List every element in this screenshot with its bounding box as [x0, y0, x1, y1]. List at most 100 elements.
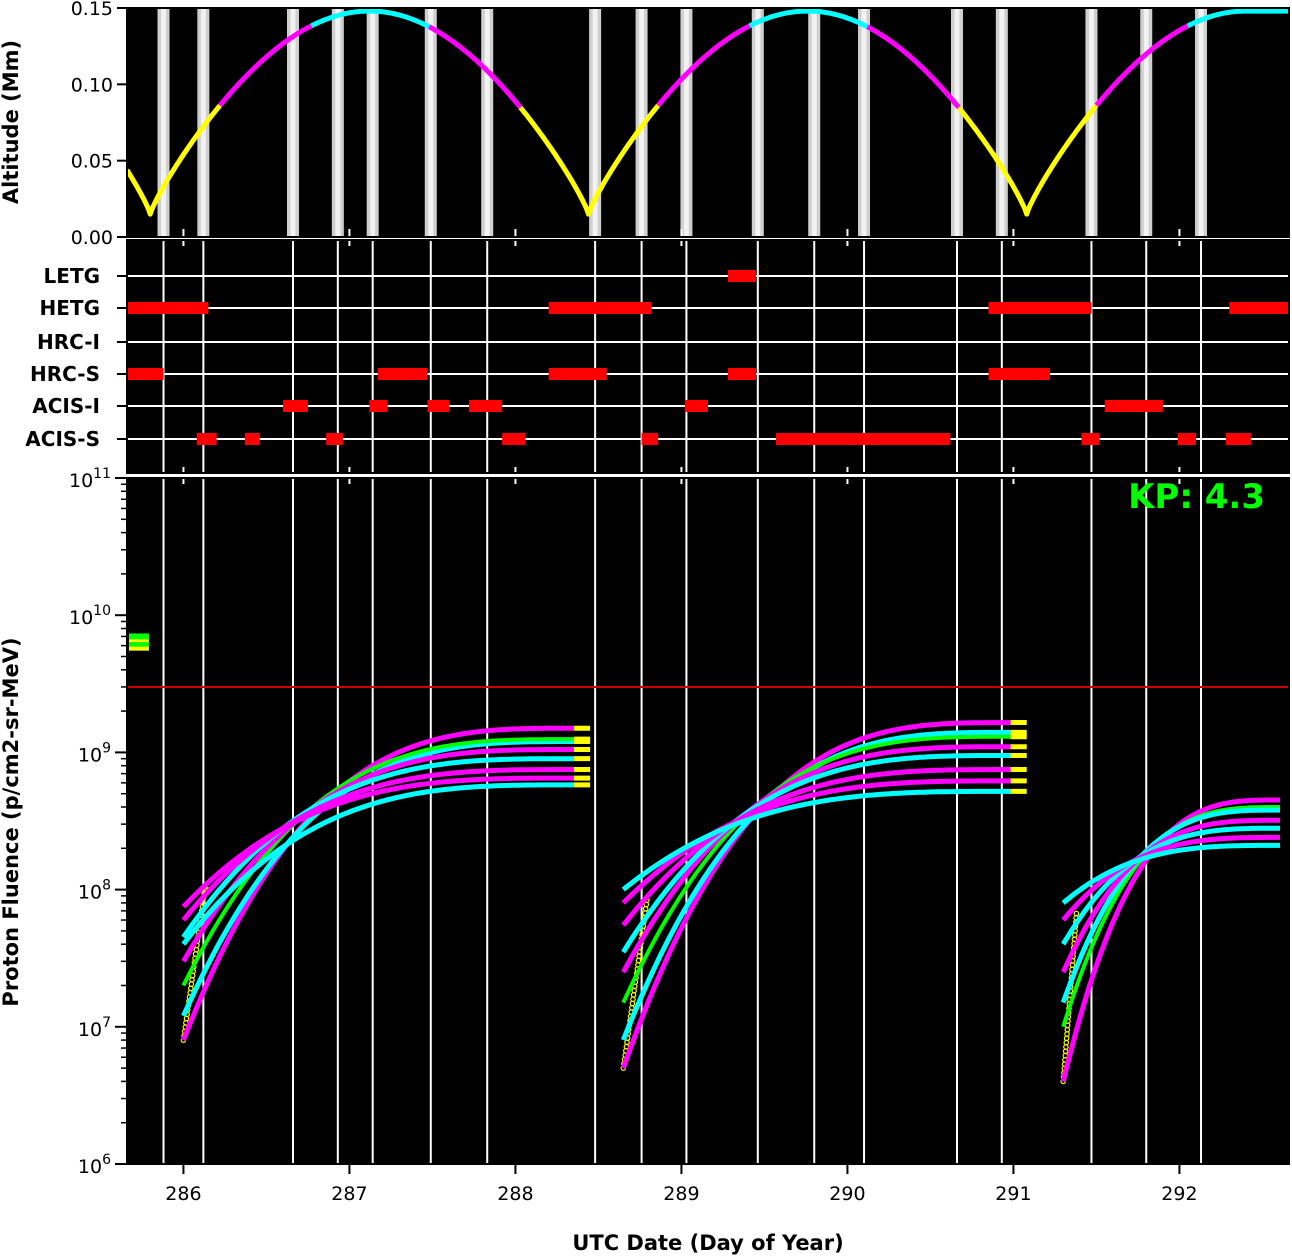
- altitude-panel: 0.00 0.05 0.10 0.15 Altitude (Mm): [0, 0, 1290, 249]
- instrument-bar-acisi: [369, 400, 388, 412]
- fluence-y-tick-label: 1011: [69, 466, 111, 492]
- radiation-zone-band-core: [335, 8, 341, 237]
- instrument-bar-acisi: [1104, 400, 1163, 412]
- fluence-zone-lines: [162, 478, 1203, 1164]
- altitude-segment: [956, 103, 1099, 217]
- instrument-bar-hrcs: [988, 368, 1050, 380]
- fluence-y-tick-exponent: 11: [93, 466, 111, 482]
- fluence-series-line: [620, 720, 1011, 1069]
- initial-fluence-points: [129, 644, 149, 651]
- fluence-x-tick-label: 291: [995, 1183, 1031, 1205]
- fluence-series-line: [621, 767, 1011, 927]
- instrument-label-hrci: HRC-I: [37, 330, 100, 354]
- altitude-y-tick-label: 0.15: [71, 0, 113, 20]
- instrument-label-hrcs: HRC-S: [30, 362, 100, 386]
- altitude-y-tick-label: 0.00: [71, 227, 113, 249]
- instrument-bar-acisi: [468, 400, 503, 412]
- radiation-zone-band-core: [811, 8, 817, 237]
- fluence-y-tick-exponent: 8: [102, 878, 111, 894]
- fluence-data: [129, 633, 1281, 1085]
- fluence-series-line: [181, 747, 574, 963]
- instrument-label-letg: LETG: [44, 264, 100, 288]
- instrument-bar-hetg: [548, 302, 652, 314]
- instrument-bar-aciss: [1081, 433, 1100, 445]
- fluence-y-tick-exponent: 9: [102, 740, 111, 756]
- fluence-series-line: [621, 788, 1011, 892]
- instrument-rows: [127, 270, 1289, 445]
- instrument-bar-hrcs: [377, 368, 428, 380]
- altitude-plot-area: [127, 8, 1289, 237]
- radiation-zone-band-core: [683, 8, 689, 237]
- altitude-segment: [124, 103, 222, 217]
- radiation-zone-band-core: [954, 8, 960, 237]
- fluence-x-tick-label: 292: [1161, 1183, 1197, 1205]
- radiation-zone-band-core: [1143, 8, 1149, 237]
- instrument-bar-hetg: [127, 302, 209, 314]
- fluence-y-tick-base: 10: [78, 1019, 102, 1041]
- instrument-bar-acisi: [427, 400, 450, 412]
- instrument-frame: [126, 239, 1290, 474]
- fluence-x-tick-label: 289: [663, 1183, 699, 1205]
- instrument-label-acisi: ACIS-I: [32, 394, 100, 418]
- fluence-series-line: [621, 753, 1011, 954]
- instrument-bar-aciss: [776, 433, 951, 445]
- fluence-series-line: [1061, 842, 1281, 905]
- fluence-series-line: [1061, 825, 1281, 946]
- altitude-segment: [518, 103, 661, 217]
- instrument-labels: LETG HETG HRC-I HRC-S ACIS-I ACIS-S: [25, 264, 127, 451]
- fluence-y-tick-label: 108: [78, 878, 111, 904]
- radiation-zone-band-core: [755, 8, 761, 237]
- instrument-bar-hrcs: [548, 368, 607, 380]
- fluence-series-line: [181, 782, 574, 946]
- fluence-x-tick-label: 287: [331, 1183, 367, 1205]
- instrument-bar-aciss: [326, 433, 343, 445]
- radiation-zone-band-core: [861, 8, 867, 237]
- altitude-frame: [126, 7, 1290, 238]
- fluence-y-tick-label: 1010: [69, 603, 111, 629]
- fluence-series-line: [621, 744, 1011, 974]
- instrument-bar-hrcs: [727, 368, 757, 380]
- radiation-zone-band-core: [999, 8, 1005, 237]
- altitude-segment: [428, 24, 523, 110]
- radiation-zone-band-core: [161, 8, 167, 237]
- fluence-plot-area: [127, 478, 1289, 1164]
- instrument-bar-acisi: [283, 400, 308, 412]
- altitude-curve: [124, 8, 1290, 217]
- instrument-bar-acisi: [684, 400, 708, 412]
- early-rise-point: [1073, 910, 1080, 917]
- instrument-label-hetg: HETG: [40, 296, 100, 320]
- instrument-bar-hrcs: [127, 368, 164, 380]
- instrument-bar-aciss: [641, 433, 659, 445]
- fluence-series-line: [181, 725, 574, 1042]
- instrument-bar-aciss: [1177, 433, 1197, 445]
- fluence-y-tick-base: 10: [69, 470, 93, 492]
- radiation-zone-band-core: [290, 8, 296, 237]
- fluence-x-tick-label: 288: [497, 1183, 533, 1205]
- altitude-segment: [218, 23, 313, 107]
- initial-fluence-points: [129, 633, 149, 640]
- instrument-bar-aciss: [244, 433, 260, 445]
- instrument-bar-hetg: [1229, 302, 1289, 314]
- altitude-y-label: Altitude (Mm): [0, 40, 23, 204]
- fluence-series-line: [181, 756, 574, 939]
- altitude-x-ticks: [182, 229, 1181, 237]
- fluence-series-line: [1061, 834, 1281, 922]
- fluence-y-label: Proton Fluence (p/cm2-sr-MeV): [0, 637, 23, 1006]
- instrument-label-aciss: ACIS-S: [25, 427, 100, 451]
- instrument-bar-aciss: [196, 433, 217, 445]
- fluence-y-tick-exponent: 6: [102, 1152, 111, 1168]
- altitude-segment: [1186, 8, 1290, 29]
- radiation-zone-band-core: [428, 8, 434, 237]
- altitude-segment: [310, 8, 431, 29]
- altitude-y-tick-label: 0.05: [71, 151, 113, 173]
- fluence-x-tick-label: 286: [165, 1183, 201, 1205]
- altitude-segment: [866, 24, 961, 110]
- radiation-zone-band-core: [370, 8, 376, 237]
- altitude-segment: [748, 8, 869, 30]
- fluence-y-tick-base: 10: [78, 744, 102, 766]
- radiation-zone-band-core: [592, 8, 598, 237]
- radiation-zone-band-core: [1198, 8, 1204, 237]
